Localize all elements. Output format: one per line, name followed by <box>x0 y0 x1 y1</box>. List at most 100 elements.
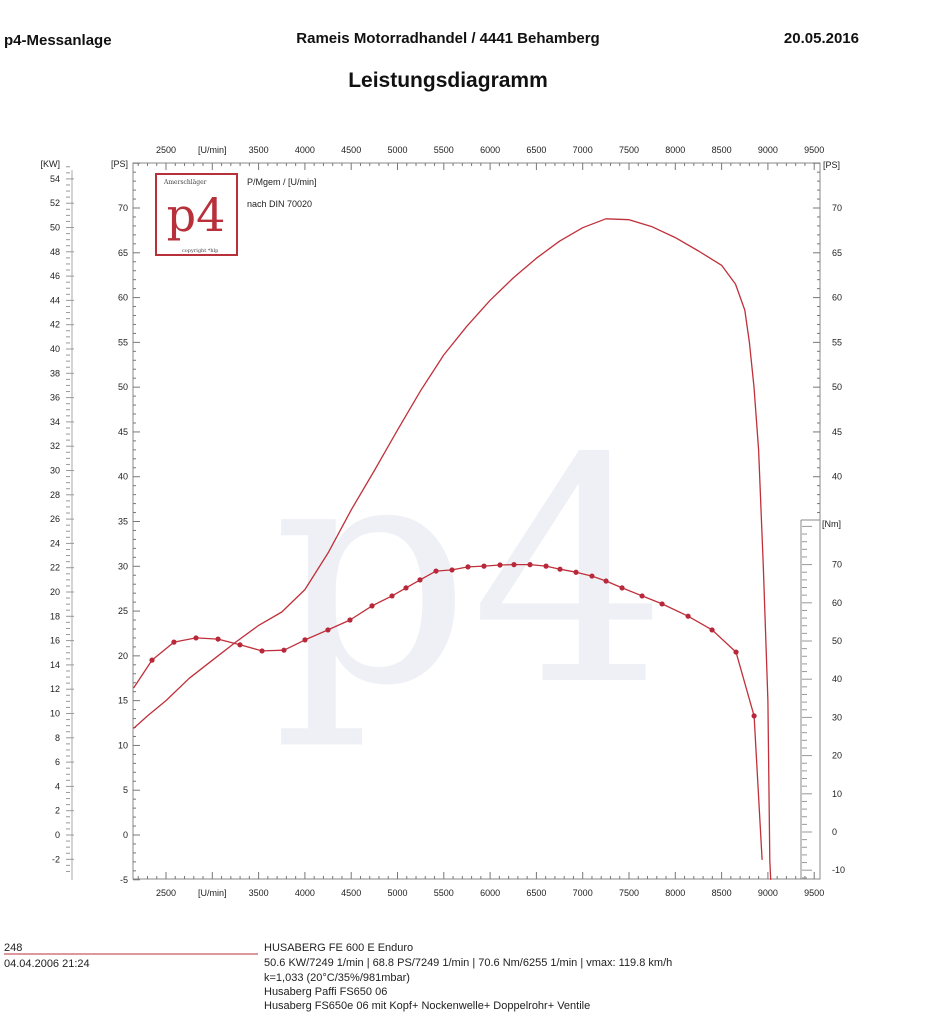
kw-tick-label: 46 <box>50 271 60 281</box>
torque-marker <box>733 649 739 655</box>
ps-tick-label: 10 <box>118 740 128 750</box>
kw-tick-label: 16 <box>50 636 60 646</box>
kw-tick-label: 8 <box>55 733 60 743</box>
logo-top-text: Amerschläger <box>163 179 207 186</box>
kw-tick-label: 22 <box>50 563 60 573</box>
torque-marker <box>527 562 533 568</box>
torque-marker <box>215 636 221 642</box>
torque-marker <box>751 713 757 719</box>
nm-tick-label: 30 <box>832 712 842 722</box>
x-tick-label-top: 4000 <box>295 145 315 155</box>
kw-tick-label: 36 <box>50 393 60 403</box>
footer-line-3: k=1,033 (20°C/35%/981mbar) <box>264 972 410 984</box>
x-tick-label-top: 7500 <box>619 145 639 155</box>
kw-tick-label: 2 <box>55 806 60 816</box>
ps-tick-label: 0 <box>123 830 128 840</box>
torque-marker <box>417 577 423 583</box>
ps-tick-label: 55 <box>118 337 128 347</box>
footer-line-4: Husaberg Paffi FS650 06 <box>264 986 387 998</box>
ps-right-tick-label: 70 <box>832 203 842 213</box>
kw-tick-label: 48 <box>50 247 60 257</box>
nm-tick-label: 0 <box>832 827 837 837</box>
footer-line-2: 50.6 KW/7249 1/min | 68.8 PS/7249 1/min … <box>264 957 672 969</box>
kw-tick-label: 12 <box>50 684 60 694</box>
x-tick-label-top: 5000 <box>387 145 407 155</box>
nm-tick-label: 20 <box>832 751 842 761</box>
legend-line2: nach DIN 70020 <box>247 199 312 209</box>
x-tick-label-bottom: 7000 <box>573 888 593 898</box>
ps-right-tick-label: 50 <box>832 382 842 392</box>
x-tick-label-top: 9500 <box>804 145 824 155</box>
torque-marker <box>193 635 199 641</box>
watermark-p4: p4 <box>272 393 668 754</box>
kw-tick-label: 32 <box>50 441 60 451</box>
run-date: 04.04.2006 21:24 <box>4 958 90 970</box>
torque-marker <box>281 647 287 653</box>
kw-tick-label: 28 <box>50 490 60 500</box>
x-tick-label-bottom: 5500 <box>434 888 454 898</box>
kw-tick-label: 18 <box>50 611 60 621</box>
torque-marker <box>709 627 715 633</box>
kw-tick-label: 20 <box>50 587 60 597</box>
nm-tick-label: 50 <box>832 636 842 646</box>
chart-title: Leistungsdiagramm <box>348 69 548 92</box>
x-tick-label-top: 6500 <box>526 145 546 155</box>
x-tick-label-bottom: 9500 <box>804 888 824 898</box>
x-tick-label-bottom: 4000 <box>295 888 315 898</box>
kw-tick-label: 54 <box>50 174 60 184</box>
x-tick-label-top: 6000 <box>480 145 500 155</box>
footer-line-1: HUSABERG FE 600 E Enduro <box>264 942 413 954</box>
torque-marker <box>639 593 645 599</box>
torque-marker <box>589 573 595 579</box>
ps-tick-label: 25 <box>118 606 128 616</box>
torque-marker <box>543 563 549 569</box>
kw-tick-label: 4 <box>55 781 60 791</box>
kw-tick-label: 14 <box>50 660 60 670</box>
kw-tick-label: 30 <box>50 466 60 476</box>
torque-marker <box>433 568 439 574</box>
plot-frame <box>132 162 821 880</box>
ps-tick-label: 70 <box>118 203 128 213</box>
nm-tick-label: 10 <box>832 789 842 799</box>
header-left: p4-Messanlage <box>4 32 112 49</box>
ps-tick-label: 50 <box>118 382 128 392</box>
series <box>133 218 772 880</box>
ps-tick-label: 5 <box>123 785 128 795</box>
ps-right-tick-label: 40 <box>832 472 842 482</box>
ps-axis-label: [PS] <box>111 159 128 169</box>
kw-tick-label: 10 <box>50 709 60 719</box>
run-number: 248 <box>4 942 22 954</box>
torque-marker <box>465 564 471 570</box>
x-tick-label-bottom: 8000 <box>665 888 685 898</box>
torque-marker <box>685 613 691 619</box>
torque-marker <box>603 578 609 584</box>
x-tick-label-bottom: 3500 <box>249 888 269 898</box>
kw-tick-label: 52 <box>50 198 60 208</box>
kw-tick-label: 34 <box>50 417 60 427</box>
ps-right-tick-label: 60 <box>832 293 842 303</box>
ps-right-tick-label: 65 <box>832 248 842 258</box>
x-tick-label-top: 5500 <box>434 145 454 155</box>
x-tick-label-top: 3500 <box>249 145 269 155</box>
ps-tick-label: -5 <box>120 875 128 885</box>
ps-tick-label: 45 <box>118 427 128 437</box>
x-tick-label-top: 8000 <box>665 145 685 155</box>
ps-tick-label: 40 <box>118 472 128 482</box>
torque-marker <box>619 585 625 591</box>
torque-marker <box>369 603 375 609</box>
logo-frame <box>155 173 238 256</box>
kw-axis-label: [KW] <box>41 159 61 169</box>
ps-tick-label: 60 <box>118 293 128 303</box>
kw-tick-label: 40 <box>50 344 60 354</box>
x-tick-label-bottom: 4500 <box>341 888 361 898</box>
header-date: 20.05.2016 <box>784 30 859 47</box>
kw-tick-label: 24 <box>50 538 60 548</box>
kw-tick-label: 44 <box>50 295 60 305</box>
ps-right-axis-label: [PS] <box>823 160 840 170</box>
torque-marker <box>237 642 243 648</box>
torque-marker <box>403 585 409 591</box>
torque-marker <box>511 562 517 568</box>
x-tick-label-bottom: 6000 <box>480 888 500 898</box>
x-tick-label-bottom: [U/min] <box>198 888 227 898</box>
